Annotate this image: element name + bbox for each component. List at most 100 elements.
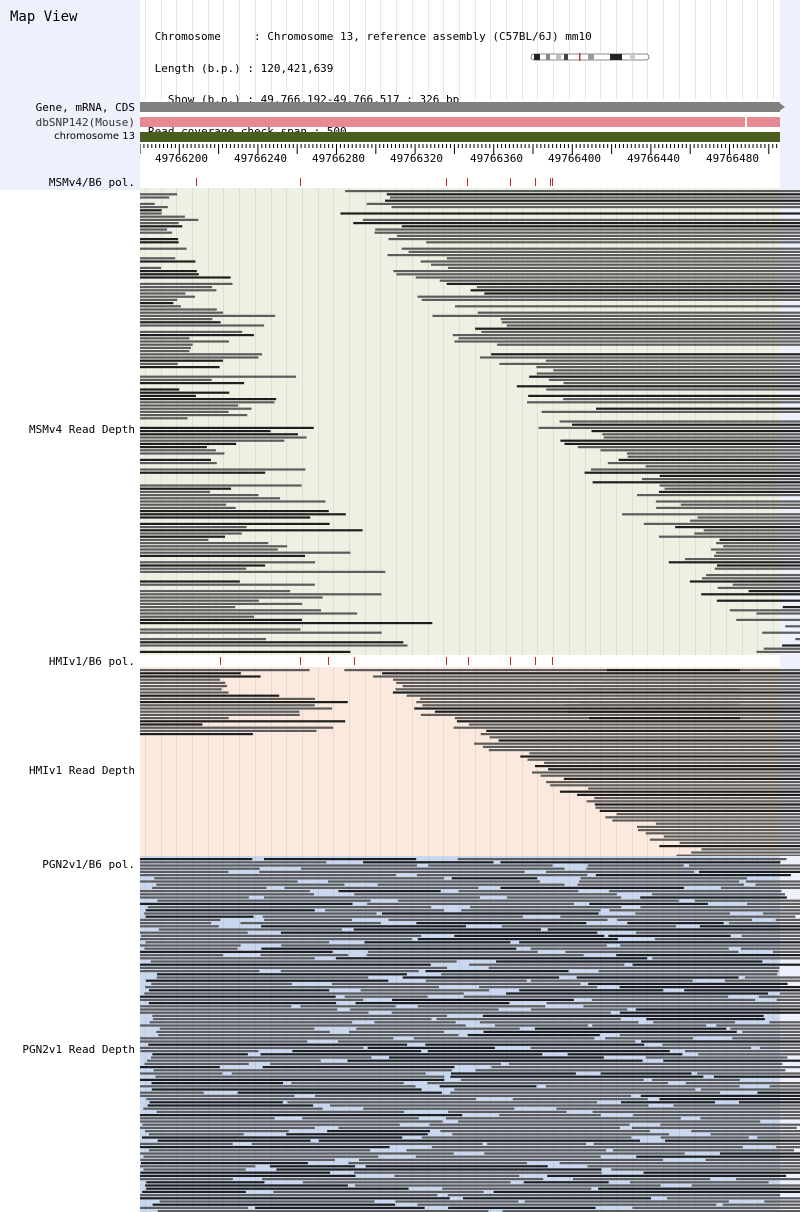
read-segment <box>431 1146 743 1149</box>
read-segment <box>728 922 800 925</box>
grid-line <box>757 667 758 856</box>
polymorphism-marker[interactable] <box>300 657 301 665</box>
grid-line <box>695 0 696 100</box>
grid-line <box>443 188 444 655</box>
hmi-read-depth-panel[interactable] <box>140 667 800 856</box>
polymorphism-marker[interactable] <box>510 657 511 665</box>
read-segment <box>140 554 306 557</box>
read-segment <box>140 1037 394 1040</box>
read-segment <box>483 1030 737 1033</box>
read-segment <box>143 1107 323 1110</box>
read-segment <box>691 851 800 854</box>
polymorphism-marker[interactable] <box>510 178 511 186</box>
read-segment <box>439 1085 537 1088</box>
read-segment <box>140 1008 338 1011</box>
read-segment <box>691 1184 800 1187</box>
read-segment <box>140 542 269 545</box>
msm-pol-track[interactable] <box>140 177 780 187</box>
read-segment <box>140 484 302 487</box>
grid-line <box>537 188 538 655</box>
pgn-read-depth-panel[interactable] <box>140 856 800 1212</box>
read-segment <box>663 1059 800 1062</box>
read-segment <box>795 638 800 641</box>
polymorphism-marker[interactable] <box>446 178 447 186</box>
read-segment <box>660 1123 800 1126</box>
read-segment <box>140 382 245 385</box>
polymorphism-marker[interactable] <box>550 178 551 186</box>
read-segment <box>454 305 800 308</box>
read-segment <box>147 906 432 909</box>
read-segment <box>358 1158 663 1161</box>
grid-line <box>710 667 711 856</box>
read-segment <box>756 650 800 653</box>
read-segment <box>140 545 288 548</box>
read-segment <box>140 410 229 413</box>
read-segment <box>140 276 231 279</box>
read-segment <box>318 1139 640 1142</box>
read-segment <box>606 669 740 672</box>
read-segment <box>668 561 800 564</box>
read-segment <box>386 193 800 196</box>
read-segment <box>140 449 216 452</box>
read-segment <box>140 337 190 340</box>
gene-track-bar[interactable] <box>140 102 780 112</box>
read-segment <box>140 950 333 953</box>
snp-track-bar[interactable] <box>140 117 780 127</box>
grid-line <box>647 0 648 100</box>
read-segment <box>563 777 800 780</box>
read-segment <box>656 506 800 509</box>
grid-line <box>600 667 601 856</box>
polymorphism-marker[interactable] <box>446 657 447 665</box>
read-segment <box>632 1206 800 1209</box>
read-segment <box>276 1168 602 1171</box>
polymorphism-marker[interactable] <box>196 178 197 186</box>
read-segment <box>450 1075 704 1078</box>
read-segment <box>140 452 225 455</box>
read-segment <box>325 909 445 912</box>
hmi-pol-track[interactable] <box>140 656 780 666</box>
read-segment <box>148 1043 408 1046</box>
read-segment <box>460 1078 644 1081</box>
polymorphism-marker[interactable] <box>468 657 469 665</box>
grid-line <box>286 667 287 856</box>
polymorphism-marker[interactable] <box>552 178 553 186</box>
polymorphism-marker[interactable] <box>220 657 221 665</box>
read-segment <box>145 909 315 912</box>
read-segment <box>140 510 329 513</box>
read-segment <box>406 1149 607 1152</box>
read-segment <box>454 1088 696 1091</box>
read-segment <box>652 893 786 896</box>
read-segment <box>680 503 800 506</box>
read-segment <box>142 1190 246 1193</box>
read-segment <box>757 1136 800 1139</box>
polymorphism-marker[interactable] <box>467 178 468 186</box>
read-segment <box>520 755 800 758</box>
read-segment <box>416 874 588 877</box>
read-segment <box>415 1155 601 1158</box>
read-segment <box>564 442 800 445</box>
chromosome-track-bar[interactable] <box>140 132 780 142</box>
grid-line <box>773 667 774 856</box>
read-segment <box>140 439 285 442</box>
msm-read-depth-panel[interactable] <box>140 188 800 655</box>
polymorphism-marker[interactable] <box>552 657 553 665</box>
read-segment <box>589 902 708 905</box>
grid-line <box>459 0 460 100</box>
read-segment <box>602 681 740 684</box>
read-segment <box>643 1171 800 1174</box>
polymorphism-marker[interactable] <box>535 178 536 186</box>
read-segment <box>426 241 800 244</box>
polymorphism-marker[interactable] <box>535 657 536 665</box>
polymorphism-marker[interactable] <box>354 657 355 665</box>
read-segment <box>595 806 800 809</box>
chromosome-ideogram-icon[interactable] <box>530 53 650 61</box>
msm-depth-label: MSMv4 Read Depth <box>29 423 135 436</box>
polymorphism-marker[interactable] <box>328 657 329 665</box>
read-segment <box>364 941 511 944</box>
read-segment <box>140 366 220 369</box>
read-segment <box>140 1120 443 1123</box>
polymorphism-marker[interactable] <box>300 178 301 186</box>
read-segment <box>564 704 740 707</box>
read-segment <box>690 519 800 522</box>
read-segment <box>140 302 174 305</box>
